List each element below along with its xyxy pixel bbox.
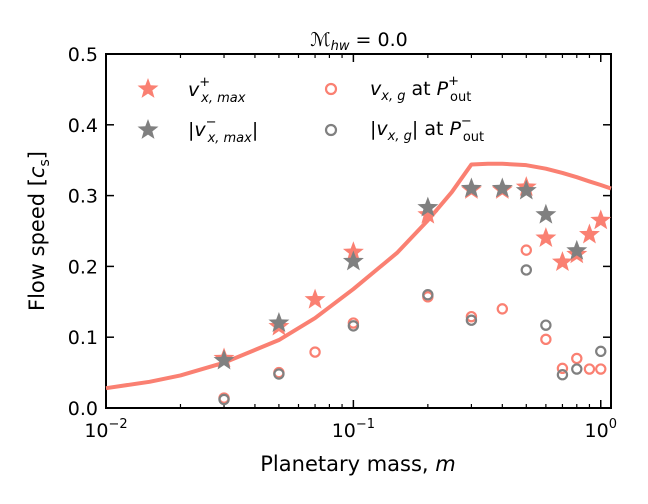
series-2-circle-point [496,303,509,315]
series-2-circle-point [309,346,321,358]
series-2-circle-point [465,310,478,323]
series-3-circle-point [595,345,607,358]
x-tick-label: 10−1 [332,417,375,442]
series-0-star-point [535,227,557,247]
series-2-circle-point [556,362,569,375]
legend-entry-vx-max-minus: |v− x, max| [137,115,258,146]
axis-ticks: 10−2 10−1 100 0.0 0.1 0.2 0.3 0.4 0.5 [68,44,617,442]
x-tick-label: 10−2 [84,417,127,442]
legend-entry-vxg-pout-plus: vx, g at P+ out [324,74,471,105]
legend: v+ x, max |v− x, max| vx, g at P+ out |vx, … [137,74,484,146]
series-3-circle-point [422,289,434,301]
series-0-star-point [304,288,326,309]
legend-label-vxg-pout-plus: vx, g at P+ out [370,74,471,105]
legend-label-vxg-pout-minus: |vx, g| at P− out [370,114,484,145]
series-3-circle-point [556,369,569,381]
series-0-star-point [417,203,439,224]
series-0-star-point [551,251,573,272]
legend-label-vx-max-minus: |v− x, max| [188,115,258,146]
x-tick-label: 100 [585,417,617,442]
plot-area [105,53,612,409]
series-2-circle-point [583,363,596,375]
y-tick-label: 0.2 [68,256,98,278]
y-tick-label: 0.0 [68,398,98,420]
series-1-star-point [566,239,588,260]
legend-marker-gray-star [137,119,159,139]
series-1-star-point [268,312,290,332]
data-markers [213,176,612,406]
series-0-star-point [578,223,600,244]
series-1-star-point [491,177,513,198]
legend-entry-vx-max-plus: v+ x, max [137,75,246,106]
legend-marker-salmon-circle [324,82,338,96]
series-3-circle-point [520,264,532,276]
series-3-circle-point [540,319,552,331]
model-curve-line [105,161,612,391]
series-2-circle-point [540,333,552,346]
model-curve-group [105,161,612,391]
x-axis-label: Planetary mass, m [260,452,455,476]
series-3-circle-point [273,368,285,380]
legend-entry-vxg-pout-minus: |vx, g| at P− out [324,114,484,145]
legend-label-vx-max-plus: v+ x, max [188,75,246,106]
chart-title: ℳhw = 0.0 [310,29,407,54]
series-1-star-point [417,196,439,217]
y-tick-label: 0.5 [68,44,98,66]
series-0-star-point [590,209,612,230]
y-tick-label: 0.1 [68,327,98,349]
y-tick-label: 0.3 [68,186,98,208]
series-2-circle-point [595,363,607,375]
series-3-circle-point [465,314,478,326]
series-1-star-point [342,250,364,271]
legend-marker-salmon-star [137,78,159,98]
y-tick-label: 0.4 [68,115,98,137]
series-1-star-point [460,177,482,198]
series-1-star-point [213,349,235,370]
series-1-star-point [515,179,537,200]
legend-marker-gray-circle [324,123,338,137]
series-3-circle-point [347,320,360,332]
y-axis-label: Flow speed [cs] [25,151,53,311]
series-3-circle-point [218,393,230,406]
series-1-star-point [535,203,557,224]
series-2-circle-point [571,352,583,365]
series-3-circle-point [571,363,583,375]
series-2-circle-point [520,244,532,256]
